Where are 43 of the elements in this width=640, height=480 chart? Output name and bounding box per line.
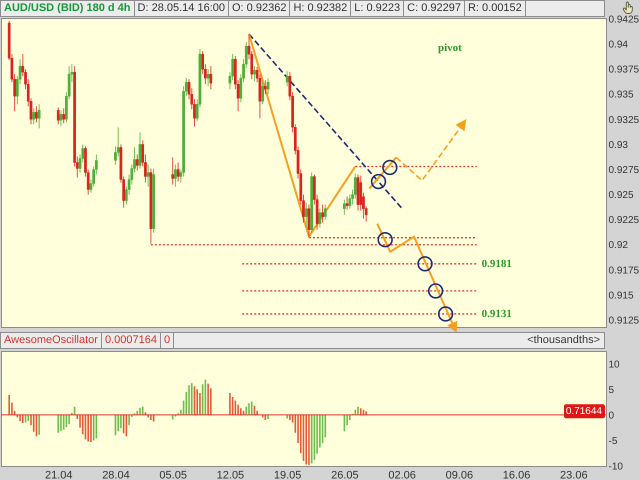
x-tick-label: 26.05 <box>331 470 359 480</box>
text: C: 0.92297 <box>404 1 465 16</box>
y-tick-label: 0.9325 <box>608 114 640 126</box>
x-tick-label: 09.06 <box>446 470 474 480</box>
y-tick-label: -10 <box>608 462 624 472</box>
x-tick-label: 12.05 <box>216 470 244 480</box>
text: D: 28.05.14 16:00 <box>134 1 229 16</box>
y-tick-label: 0.93 <box>608 140 628 151</box>
y-tick-label: 0.9425 <box>608 14 640 26</box>
y-tick-label: 0.9125 <box>608 315 640 326</box>
chart-title: AUD/USD (BID) 180 d 4h <box>1 1 135 16</box>
y-tick-label: 0.9375 <box>608 64 640 76</box>
x-tick-label: 16.06 <box>502 470 530 480</box>
y-tick-label: 5 <box>608 384 614 396</box>
text: 0 <box>160 333 174 348</box>
annotation: 0.9131 <box>482 308 512 320</box>
y-axis-title: <thousandths> <box>526 333 601 348</box>
annotation: 0.9181 <box>482 258 512 270</box>
y-tick-label: 0.925 <box>608 190 634 202</box>
y-tick-label: -5 <box>608 436 618 447</box>
text: H: 0.92382 <box>290 1 352 16</box>
text: 0.0007164 <box>102 333 161 348</box>
x-tick-label: 02.06 <box>388 470 416 480</box>
y-tick-label: 0 <box>608 410 614 422</box>
y-tick-label: 0.915 <box>608 290 634 302</box>
y-tick-label: 0.94 <box>608 40 628 51</box>
y-tick-label: 0.9175 <box>608 265 640 276</box>
text: L: 0.9223 <box>351 1 404 16</box>
text: R: 0.00152 <box>464 1 526 16</box>
annotation: pivot <box>438 42 462 54</box>
y-tick-label: 10 <box>608 359 620 370</box>
x-tick-label: 23.06 <box>560 470 588 480</box>
chart-title: AwesomeOscillator <box>1 333 102 348</box>
x-tick-label: 28.04 <box>102 470 130 480</box>
x-tick-label: 05.05 <box>159 470 187 480</box>
y-tick-label: 0.9225 <box>608 215 640 226</box>
x-tick-label: 21.04 <box>44 470 72 480</box>
text: O: 0.92362 <box>229 1 290 16</box>
y-tick-label: 0.9275 <box>608 164 640 176</box>
annotation: 0.71644 <box>566 406 602 418</box>
y-tick-label: 0.935 <box>608 90 634 101</box>
x-tick-label: 19.05 <box>274 470 302 480</box>
y-tick-label: 0.92 <box>608 240 628 252</box>
